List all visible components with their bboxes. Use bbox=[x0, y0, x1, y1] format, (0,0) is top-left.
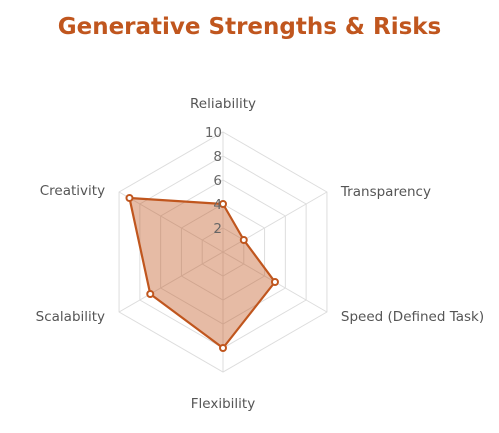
data-point bbox=[270, 278, 279, 286]
data-point bbox=[219, 344, 227, 352]
tick-label: 4 bbox=[213, 197, 222, 213]
axis-label: Transparency bbox=[340, 184, 431, 200]
series-area bbox=[128, 196, 277, 350]
chart-title: Generative Strengths & Risks bbox=[57, 14, 442, 40]
axis-label: Speed (Defined Task) bbox=[341, 309, 484, 325]
tick-label: 10 bbox=[205, 125, 222, 141]
grid-spoke bbox=[118, 251, 224, 313]
tick-label: 6 bbox=[213, 173, 222, 189]
axis-label: Scalability bbox=[36, 309, 105, 325]
axis-label: Reliability bbox=[190, 96, 256, 112]
tick-label: 8 bbox=[213, 149, 222, 165]
data-point bbox=[125, 194, 134, 202]
axis-label: Flexibility bbox=[191, 396, 255, 412]
data-point bbox=[146, 290, 155, 298]
tick-label: 2 bbox=[213, 221, 222, 237]
data-point bbox=[219, 200, 227, 208]
axis-label: Creativity bbox=[40, 183, 105, 199]
grid-spoke bbox=[118, 191, 224, 253]
data-point bbox=[239, 236, 248, 244]
